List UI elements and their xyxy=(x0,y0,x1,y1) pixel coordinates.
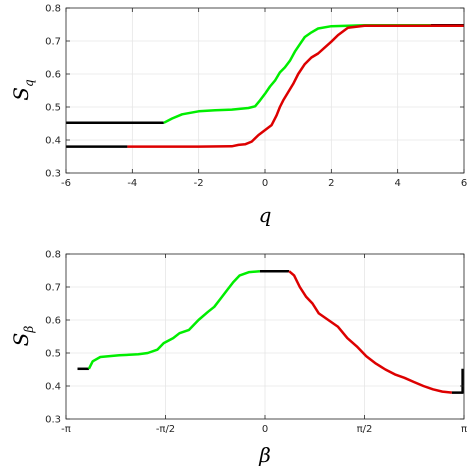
y-tick-label: 0.3 xyxy=(45,415,61,426)
x-axis-label-top: q xyxy=(259,203,272,227)
chart-top: -6 -4 -2 0 2 4 6 0.3 0.4 0.5 0.6 0.7 0.8 q Sq xyxy=(9,4,467,228)
series-group-bottom xyxy=(77,269,464,394)
x-tick-label: 4 xyxy=(394,178,400,189)
x-axis-label-bottom: β xyxy=(258,443,271,467)
y-tick-label: 0.7 xyxy=(45,37,61,48)
y-axis-label-top-group: Sq xyxy=(9,79,36,101)
y-tick-label: 0.4 xyxy=(45,136,61,147)
y-axis-label-top-sub: q xyxy=(22,79,36,87)
x-tick-label: 2 xyxy=(328,178,334,189)
y-tick-label: 0.5 xyxy=(45,349,61,360)
chart-bottom: -π -π/2 0 π/2 π 0.3 0.4 0.5 0.6 0.7 0.8 β Sβ xyxy=(9,250,467,468)
y-axis-label-top: Sq xyxy=(9,79,36,101)
y-axis-label-bottom-group: Sβ xyxy=(9,326,36,347)
x-tick-label: π xyxy=(461,424,467,435)
x-tick-label: -6 xyxy=(61,178,71,189)
series-line-bottom-4 xyxy=(451,368,464,394)
y-axis-label-top-main: S xyxy=(9,87,33,101)
x-tick-label: 0 xyxy=(262,178,268,189)
y-axis-label-bottom-main: S xyxy=(9,333,33,347)
y-tick-label: 0.6 xyxy=(45,316,61,327)
series-group-top xyxy=(66,23,464,148)
x-tick-label: π/2 xyxy=(357,424,373,435)
x-tick-label: -2 xyxy=(194,178,204,189)
series-line-top-1 xyxy=(163,23,431,124)
y-axis-label-bottom: Sβ xyxy=(9,326,36,347)
series-line-top-4 xyxy=(127,24,464,148)
x-tick-label: -π/2 xyxy=(156,424,175,435)
y-tick-label: 0.3 xyxy=(45,169,61,180)
y-tick-label: 0.7 xyxy=(45,283,61,294)
x-tick-label: -π xyxy=(61,424,71,435)
y-tick-label: 0.5 xyxy=(45,103,61,114)
y-tick-label: 0.8 xyxy=(45,4,61,15)
y-tick-label: 0.4 xyxy=(45,382,61,393)
x-tick-label: -4 xyxy=(127,178,137,189)
series-line-bottom-1 xyxy=(87,269,261,370)
x-tick-label: 6 xyxy=(461,178,467,189)
y-axis-label-bottom-sub: β xyxy=(22,326,36,334)
series-line-bottom-3 xyxy=(288,270,453,394)
y-tick-label: 0.8 xyxy=(45,250,61,261)
y-tick-label: 0.6 xyxy=(45,70,61,81)
ticks-top: -6 -4 -2 0 2 4 6 0.3 0.4 0.5 0.6 0.7 0.8 xyxy=(45,4,467,190)
x-tick-label: 0 xyxy=(262,424,268,435)
ticks-bottom: -π -π/2 0 π/2 π 0.3 0.4 0.5 0.6 0.7 0.8 xyxy=(45,250,467,436)
